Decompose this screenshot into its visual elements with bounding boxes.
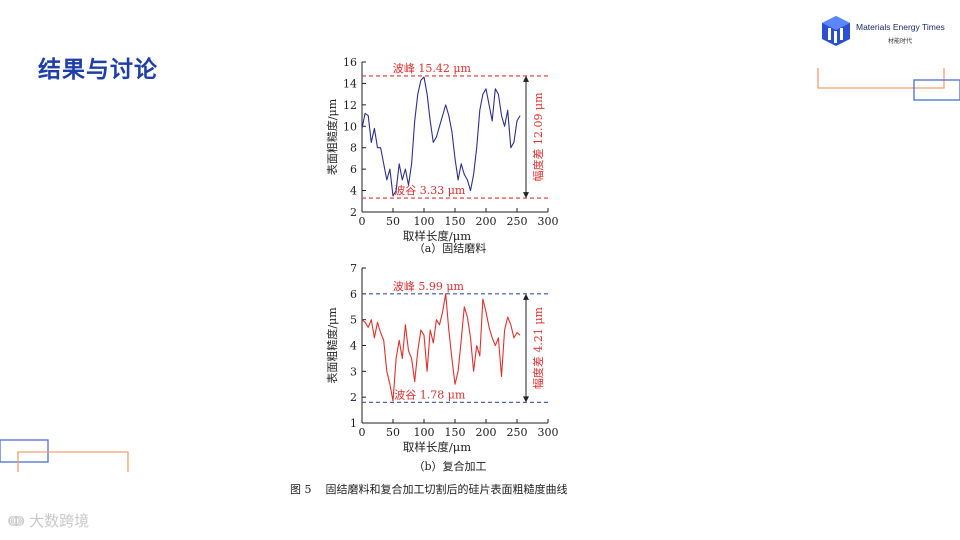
figure-caption: 图 5 固结磨料和复合加工切割后的硅片表面粗糙度曲线 [290, 481, 568, 497]
amplitude-annotation: 幅度差 12.09 μm [531, 92, 545, 182]
y-tick-label: 10 [343, 120, 357, 133]
figure-caption-text: 固结磨料和复合加工切割后的硅片表面粗糙度曲线 [325, 483, 568, 496]
y-tick-label: 14 [343, 77, 357, 90]
x-axis-label: 取样长度/μm [403, 229, 471, 243]
peak-annotation: 波峰 5.99 μm [393, 280, 465, 293]
x-tick-label: 300 [538, 215, 559, 228]
amplitude-annotation: 幅度差 4.21 μm [531, 306, 545, 389]
y-tick-label: 6 [350, 163, 357, 176]
x-tick-label: 150 [445, 426, 466, 439]
chart-subtitle: （a）固结磨料 [414, 241, 487, 255]
materials-energy-times-logo [822, 16, 850, 46]
amplitude-arrow-head-bottom [523, 192, 529, 199]
amplitude-arrow-head-bottom [523, 396, 529, 403]
y-tick-label: 4 [350, 340, 357, 353]
series-line [361, 76, 521, 197]
figure-label: 图 5 [290, 483, 312, 496]
y-axis-label: 表面粗糙度/μm [325, 307, 339, 384]
y-tick-label: 12 [343, 99, 357, 112]
x-axis-label: 取样长度/μm [403, 440, 471, 454]
y-tick-label: 16 [343, 56, 357, 69]
y-tick-label: 2 [350, 206, 357, 219]
watermark: ↈ 大数跨境 [8, 510, 89, 531]
y-tick-label: 4 [350, 185, 357, 198]
y-tick-label: 2 [350, 391, 357, 404]
x-tick-label: 50 [386, 215, 400, 228]
logo-text: Materials Energy Times [856, 22, 945, 32]
chart-b: 1 2 3 4 5 6 7 0 50 100 150 200 250 300 取样长度/μm 表面粗糙度/μm… [325, 262, 559, 473]
x-tick-label: 100 [414, 426, 435, 439]
y-tick-label: 8 [350, 142, 357, 155]
y-tick-label: 7 [350, 262, 357, 275]
y-tick-label: 3 [350, 365, 357, 378]
watermark-logo-icon: ↈ [8, 512, 30, 530]
x-tick-label: 0 [359, 426, 366, 439]
chart-a: 2 4 6 8 10 12 14 16 0 50 100 150 200 250 300 取样长度/μm 表面粗… [325, 56, 559, 255]
valley-annotation: 波谷 1.78 μm [394, 388, 466, 401]
amplitude-arrow-head-top [523, 75, 529, 82]
x-tick-label: 150 [445, 215, 466, 228]
x-tick-label: 250 [507, 215, 528, 228]
y-tick-label: 5 [350, 314, 357, 327]
amplitude-arrow-head-top [523, 293, 529, 300]
x-tick-label: 300 [538, 426, 559, 439]
valley-annotation: 波谷 3.33 μm [394, 184, 466, 197]
watermark-text: 大数跨境 [29, 512, 90, 530]
x-tick-label: 250 [507, 426, 528, 439]
x-tick-label: 50 [386, 426, 400, 439]
x-tick-label: 200 [476, 215, 497, 228]
series-line [361, 293, 521, 402]
logo-subtext: 材能时代 [888, 38, 913, 45]
chart-subtitle: （b）复合加工 [413, 459, 486, 473]
x-tick-label: 200 [476, 426, 497, 439]
peak-annotation: 波峰 15.42 μm [393, 62, 472, 75]
y-tick-label: 1 [350, 417, 357, 430]
y-tick-label: 6 [350, 288, 357, 301]
x-tick-label: 100 [414, 215, 435, 228]
y-axis-label: 表面粗糙度/μm [325, 98, 339, 175]
slide-title: 结果与讨论 [38, 57, 158, 83]
x-tick-label: 0 [359, 215, 366, 228]
